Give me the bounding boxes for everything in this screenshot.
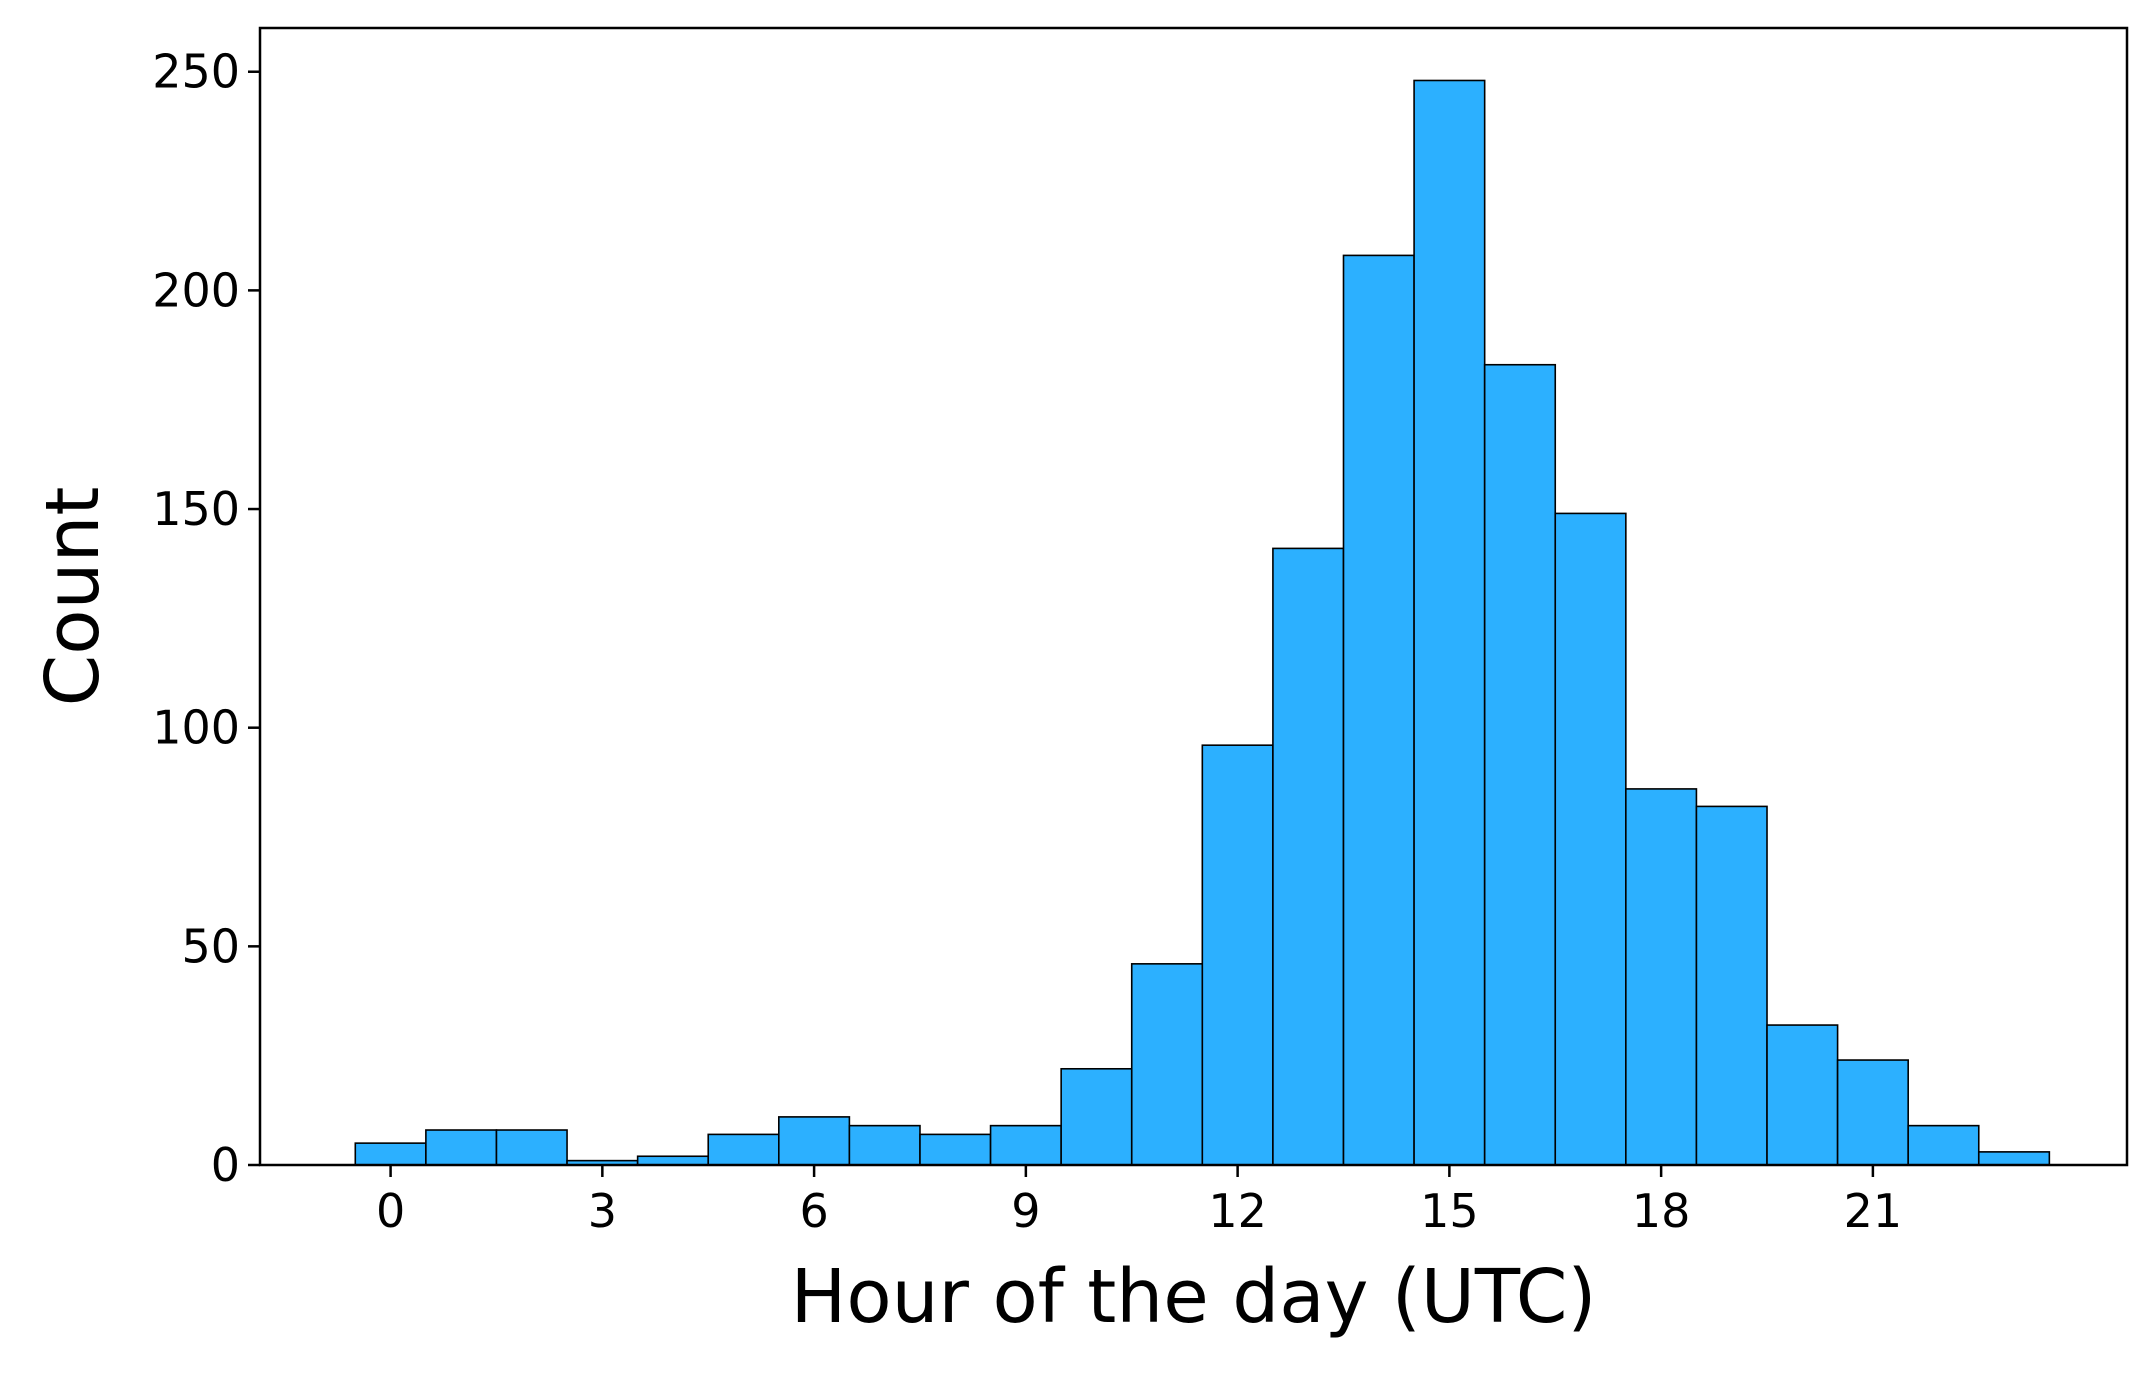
x-tick-label: 21 bbox=[1844, 1184, 1903, 1238]
y-tick-label: 0 bbox=[211, 1138, 240, 1192]
histogram-bar-hour-5 bbox=[707, 1133, 780, 1166]
histogram-bar-hour-1 bbox=[425, 1129, 498, 1166]
histogram-bar-hour-23 bbox=[1977, 1151, 2051, 1166]
histogram-bar-hour-13 bbox=[1272, 547, 1345, 1166]
y-tick-label: 250 bbox=[152, 45, 240, 99]
x-tick-label: 6 bbox=[799, 1184, 828, 1238]
histogram-bar-hour-8 bbox=[919, 1133, 992, 1166]
histogram-bar-hour-4 bbox=[636, 1155, 710, 1166]
x-tick-label: 15 bbox=[1420, 1184, 1479, 1238]
histogram-bar-hour-17 bbox=[1554, 512, 1627, 1166]
histogram-bar-hour-19 bbox=[1695, 805, 1768, 1166]
y-tick-label: 200 bbox=[152, 263, 240, 317]
histogram-bar-hour-0 bbox=[354, 1142, 427, 1166]
histogram-bar-hour-6 bbox=[778, 1116, 851, 1166]
histogram-bar-hour-15 bbox=[1413, 79, 1486, 1166]
x-tick-label: 9 bbox=[1011, 1184, 1040, 1238]
plot-frame bbox=[258, 26, 2129, 1167]
y-axis-title: Count bbox=[30, 487, 116, 707]
histogram-bar-hour-11 bbox=[1130, 963, 1204, 1166]
histogram-bar-hour-2 bbox=[495, 1129, 568, 1166]
histogram-bar-hour-21 bbox=[1836, 1059, 1909, 1166]
histogram-bar-hour-7 bbox=[848, 1124, 921, 1166]
bars-layer bbox=[354, 79, 2051, 1166]
ticks-layer: 0 3 6 9 12 15 18 21 0 50 100 150 200 250 bbox=[152, 45, 1902, 1238]
y-tick-label: 100 bbox=[152, 701, 240, 755]
x-axis-title: Hour of the day (UTC) bbox=[791, 1254, 1597, 1340]
histogram-bar-hour-12 bbox=[1201, 744, 1274, 1166]
histogram-bar-hour-20 bbox=[1766, 1024, 1839, 1166]
histogram-bar-hour-14 bbox=[1342, 254, 1415, 1166]
x-tick-label: 12 bbox=[1208, 1184, 1267, 1238]
y-tick-label: 50 bbox=[181, 919, 240, 973]
histogram-bar-hour-10 bbox=[1060, 1067, 1133, 1166]
histogram-bar-hour-22 bbox=[1907, 1124, 1980, 1166]
histogram-bar-hour-18 bbox=[1625, 788, 1698, 1166]
histogram-bar-hour-16 bbox=[1483, 363, 1557, 1166]
x-tick-label: 0 bbox=[376, 1184, 405, 1238]
y-tick-label: 150 bbox=[152, 482, 240, 536]
x-tick-label: 3 bbox=[588, 1184, 617, 1238]
x-tick-label: 18 bbox=[1632, 1184, 1691, 1238]
histogram-bar-hour-9 bbox=[989, 1124, 1062, 1166]
